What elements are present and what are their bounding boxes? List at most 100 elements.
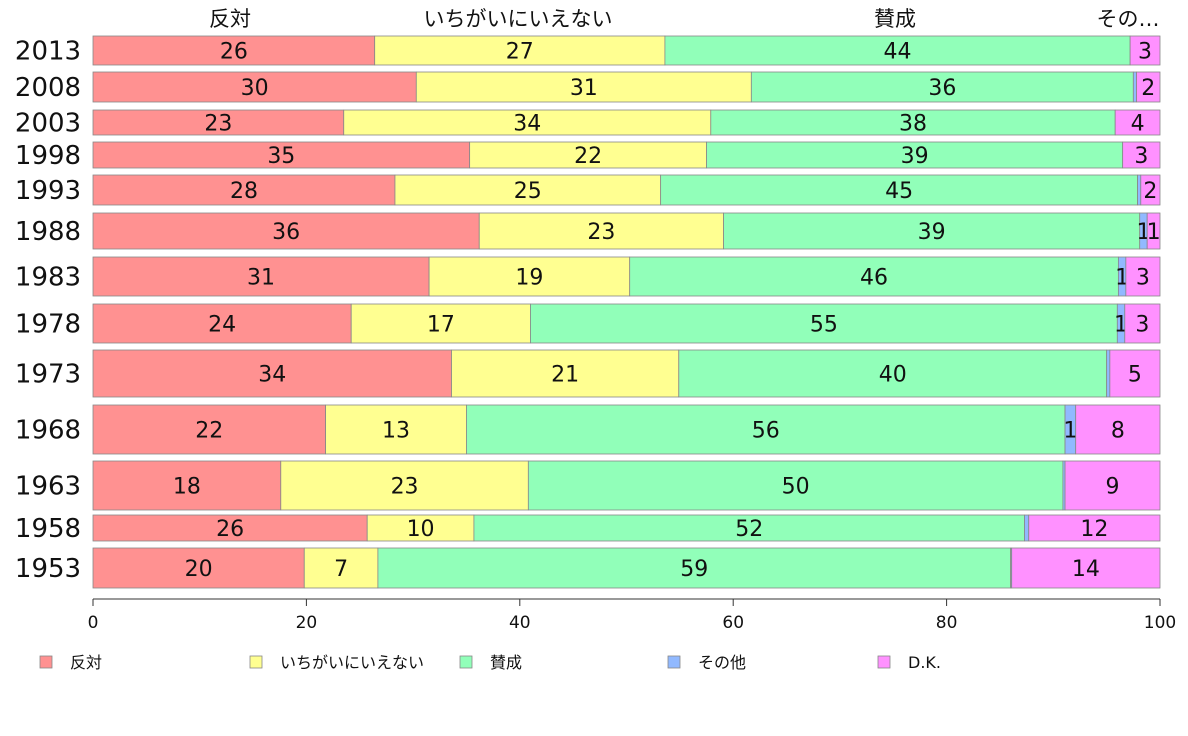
legend-swatch (39, 655, 53, 669)
bar-segment (750, 71, 1134, 103)
data-label: 10 (407, 517, 435, 542)
legend-label: D.K. (908, 653, 941, 672)
bar-segment (530, 303, 1118, 344)
legend-swatch (459, 655, 473, 669)
x-tick-label: 0 (88, 613, 99, 633)
bar-segment (1064, 460, 1161, 511)
data-label: 14 (1072, 557, 1100, 582)
data-label: 34 (513, 112, 541, 137)
data-label: 52 (735, 517, 763, 542)
bar-segment (629, 256, 1119, 297)
bar-segment (473, 514, 1025, 542)
data-label: 44 (884, 40, 912, 65)
bar-segment (415, 71, 752, 103)
legend-swatch (249, 655, 263, 669)
bar-segment (92, 349, 452, 398)
bar-segment (1136, 71, 1161, 103)
data-label: 22 (574, 144, 602, 169)
bar-segment (92, 460, 282, 511)
data-label: 23 (391, 475, 419, 500)
bar-segment (92, 404, 327, 455)
bar-segment (92, 141, 471, 169)
legend-label: 反対 (70, 653, 102, 672)
bar-segment (366, 514, 475, 542)
year-label: 2008 (15, 73, 81, 103)
top-category-label: その… (1097, 7, 1160, 31)
data-label: 31 (570, 76, 598, 101)
bar-segment (377, 547, 1012, 589)
bar-segment (1122, 141, 1161, 169)
bar-segment (1146, 212, 1161, 250)
data-label: 39 (901, 144, 929, 169)
x-tick-label: 100 (1144, 613, 1176, 633)
top-category-label: 反対 (209, 7, 251, 31)
bar-segment (706, 141, 1124, 169)
top-category-label: 賛成 (874, 7, 916, 31)
bar-segment (451, 349, 680, 398)
bar-segment (303, 547, 379, 589)
data-label: 35 (267, 144, 295, 169)
data-label: 17 (427, 313, 455, 338)
legend-label: その他 (698, 653, 746, 672)
data-label: 8 (1111, 419, 1125, 444)
data-label: 3 (1134, 144, 1148, 169)
year-label: 1983 (15, 263, 81, 293)
bar-segment (428, 256, 631, 297)
bar-segment (1075, 404, 1161, 455)
data-label: 59 (680, 557, 708, 582)
bar-segment (660, 174, 1138, 206)
data-label: 23 (204, 112, 232, 137)
bar-segment (1140, 174, 1161, 206)
data-label: 36 (928, 76, 956, 101)
data-label: 55 (810, 313, 838, 338)
data-label: 21 (551, 363, 579, 388)
x-tick-label: 60 (722, 613, 744, 633)
data-label: 3 (1138, 40, 1152, 65)
bar-segment (1106, 349, 1111, 398)
data-label: 38 (899, 112, 927, 137)
legend-swatch (877, 655, 891, 669)
bar-segment (1125, 256, 1161, 297)
data-label: 56 (752, 419, 780, 444)
data-label: 25 (514, 179, 542, 204)
data-label: 2 (1143, 179, 1157, 204)
data-label: 22 (195, 419, 223, 444)
year-label: 1973 (15, 360, 81, 390)
data-label: 26 (216, 517, 244, 542)
data-label: 3 (1135, 313, 1149, 338)
year-label: 1978 (15, 310, 81, 340)
year-label: 2003 (15, 109, 81, 139)
data-label: 28 (230, 179, 258, 204)
bar-segment (710, 109, 1116, 136)
bar-segment (1028, 514, 1161, 542)
bar-segment (92, 256, 430, 297)
x-tick-label: 40 (509, 613, 531, 633)
x-tick-label: 20 (296, 613, 318, 633)
bar-segment (92, 547, 305, 589)
bar-segment (527, 460, 1064, 511)
bar-segment (343, 109, 712, 136)
year-label: 2013 (15, 37, 81, 67)
bar-segment (678, 349, 1108, 398)
year-label: 1963 (15, 472, 81, 502)
bar-segment (280, 460, 529, 511)
data-label: 1 (1063, 419, 1077, 444)
year-label: 1953 (15, 554, 81, 584)
bar-segment (325, 404, 467, 455)
data-label: 23 (587, 220, 615, 245)
data-label: 19 (515, 266, 543, 291)
data-label: 3 (1136, 266, 1150, 291)
data-label: 50 (782, 475, 810, 500)
year-label: 1958 (15, 514, 81, 544)
data-label: 20 (185, 557, 213, 582)
data-label: 27 (506, 40, 534, 65)
data-label: 34 (258, 363, 286, 388)
legend-swatch (667, 655, 681, 669)
bar-segment (1024, 514, 1030, 542)
bar-segment (469, 141, 707, 169)
data-label: 31 (247, 266, 275, 291)
data-label: 2 (1141, 76, 1155, 101)
bar-segment (664, 35, 1131, 66)
